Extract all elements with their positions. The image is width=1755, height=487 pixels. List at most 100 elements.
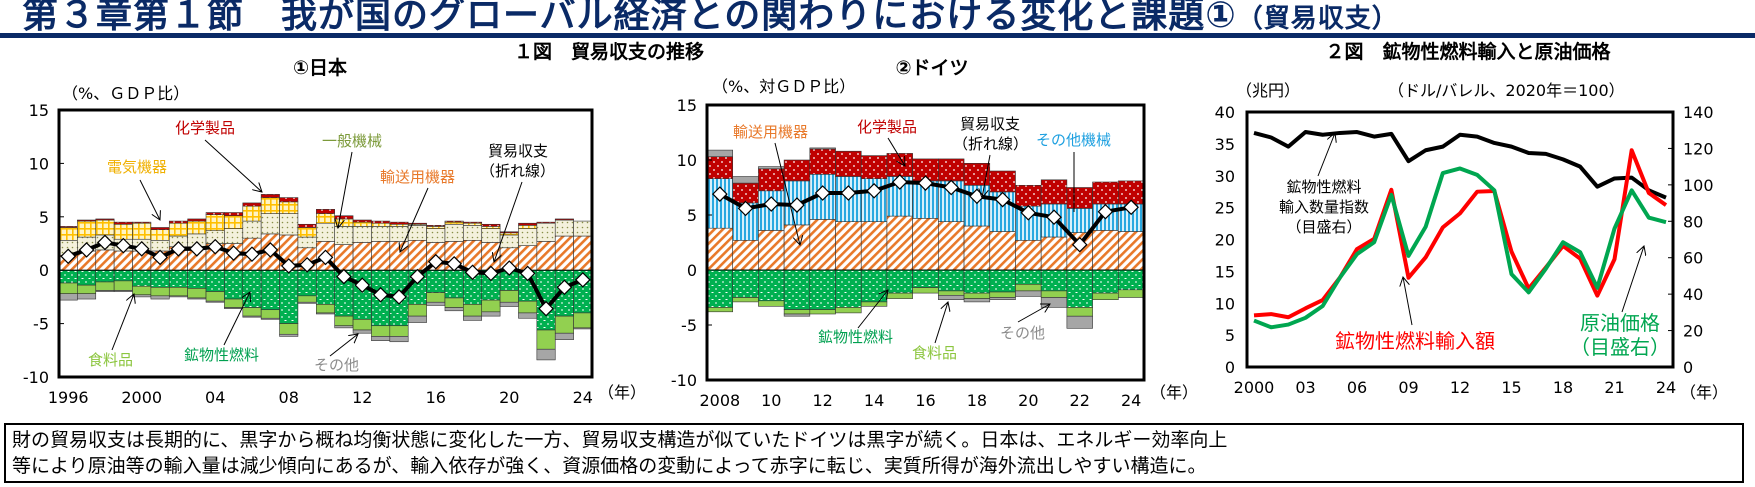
summary-box: 財の貿易収支は長期的に、黒字から概ね均衡状態に変化した一方、貿易収支構造が似てい… (4, 423, 1744, 483)
japan-bar-chemicals-2010 (316, 209, 335, 214)
germany-balance-point-2010 (763, 196, 780, 212)
germany-balance-point-2019 (994, 191, 1011, 208)
fuel-line-import_value (1253, 148, 1668, 320)
germany-bar-transport-2014 (860, 221, 888, 271)
japan-bar-electrical-1999 (113, 223, 133, 240)
germany-bar-chemicals-2017 (938, 158, 965, 182)
japan-balance-point-2024 (574, 271, 591, 288)
germany-arrow-transport (774, 142, 800, 245)
fuel-left-tick-label: 0 (1225, 358, 1235, 377)
germany-bar-chemicals-2023 (1092, 181, 1119, 205)
japan-balance-point-2015 (409, 268, 426, 285)
germany-bar-food-2022 (1066, 307, 1093, 317)
germany-bar-food-2008 (706, 307, 734, 313)
germany-x-tick-label: 2008 (699, 391, 740, 410)
germany-label-balance: 貿易収支 (960, 115, 1020, 133)
japan-bar-electrical-1997 (77, 220, 97, 238)
japan-bar-other-2005 (224, 307, 244, 309)
fuel-plot-frame (1245, 110, 1675, 369)
japan-bar-chemicals-2019 (481, 223, 501, 227)
japan-bar-chemicals-1997 (77, 219, 97, 222)
germany-bar-chemicals-2012 (809, 148, 836, 175)
fuel-label-volume-2: 輸入数量指数 (1279, 198, 1369, 216)
germany-bar-transport-2013 (835, 221, 862, 271)
japan-bar-food-2012 (352, 319, 372, 331)
japan-balance-point-2016 (427, 253, 444, 270)
germany-x-tick-label: 22 (1070, 391, 1090, 410)
japan-bar-food-2014 (389, 325, 409, 337)
japan-bar-electrical-2005 (224, 215, 244, 229)
japan-bar-chemicals-2009 (297, 223, 317, 228)
germany-bar-chemicals-2014 (860, 155, 888, 180)
japan-bar-other-2007 (260, 317, 280, 320)
fuel-chart: （兆円） （ドル/バレル、2020年＝100） （年） 0 5 10 15 20 25 30… (1215, 81, 1728, 402)
page-title-main: 第３章第１節 我が国のグローバル経済との関わりにおける変化と課題① (22, 0, 1237, 36)
fuel-right-tick-label: 0 (1683, 358, 1693, 377)
japan-bar-transport-2015 (407, 239, 427, 271)
japan-bar-chemicals-2023 (554, 218, 574, 221)
japan-bar-electrical-2009 (297, 227, 317, 238)
germany-bar-chemicals-2013 (835, 150, 862, 177)
germany-bar-chemicals-2020 (1015, 185, 1042, 207)
japan-y-tick-label: 0 (39, 261, 49, 280)
japan-x-tick-label: 2000 (121, 388, 162, 407)
germany-arrow-fuel (857, 290, 888, 329)
germany-bar-chemicals-2019 (989, 170, 1016, 193)
japan-bar-fuel-1998 (95, 269, 115, 283)
japan-bar-transport-2011 (334, 244, 354, 271)
germany-bar-other-2019 (989, 297, 1016, 300)
japan-bar-general_machinery-2018 (463, 225, 483, 241)
japan-bar-other-2006 (242, 315, 262, 318)
germany-bar-food-2016 (912, 287, 939, 294)
germany-label-balance-note: （折れ線） (953, 135, 1028, 153)
japan-bar-general_machinery-2007 (260, 213, 280, 235)
germany-chart: ②ドイツ （%、対ＧＤＰ比） （年） -10 -5 0 5 10 15 2008 10 12 14… (671, 57, 1198, 410)
germany-x-tick-label: 10 (761, 391, 781, 410)
japan-plot-frame (57, 108, 594, 379)
japan-bar-food-2010 (316, 304, 335, 314)
germany-bar-food-2011 (783, 309, 811, 315)
japan-bar-food-2005 (224, 298, 244, 308)
germany-bar-transport-2021 (1040, 236, 1068, 271)
fuel-left-tick-label: 20 (1215, 231, 1235, 250)
japan-balance-point-2003 (188, 240, 205, 257)
fuel-label-import-value: 鉱物性燃料輸入額 (1335, 329, 1495, 353)
japan-bar-fuel-2004 (205, 269, 225, 292)
germany-bar-fuel-2024 (1117, 269, 1145, 291)
japan-bar-food-2024 (573, 312, 593, 329)
germany-y-tick-label: 10 (677, 151, 697, 170)
japan-bar-chemicals-2020 (499, 231, 519, 234)
germany-bar-fuel-2010 (758, 269, 785, 302)
germany-arrow-other (1017, 304, 1050, 323)
japan-bar-food-2016 (426, 292, 446, 303)
japan-bar-other-1998 (95, 290, 115, 292)
japan-bar-food-2017 (444, 297, 464, 308)
japan-bar-fuel-2009 (297, 269, 317, 297)
japan-bar-electrical-2006 (242, 205, 262, 222)
japan-bar-general_machinery-2022 (536, 222, 556, 242)
japan-bar-other-2022 (536, 348, 556, 361)
germany-bar-fuel-2009 (732, 269, 759, 298)
japan-bar-fuel-2010 (316, 269, 335, 305)
japan-label-electrical: 電気機器 (107, 158, 167, 176)
fuel-x-tick-label: 12 (1450, 378, 1470, 397)
japan-bar-chemicals-2018 (463, 221, 483, 224)
japan-balance-point-2017 (446, 255, 463, 272)
germany-bar-chemicals-2011 (783, 159, 811, 182)
germany-bar-fuel-2018 (963, 269, 991, 294)
japan-bar-transport-2014 (389, 241, 409, 271)
germany-plot-frame (705, 103, 1146, 382)
japan-balance-point-2010 (317, 249, 334, 266)
fuel-right-tick-label: 100 (1683, 176, 1714, 195)
japan-label-transport: 輸送用機器 (380, 168, 455, 186)
japan-bar-chemicals-2007 (260, 194, 280, 198)
fuel-left-tick-label: 35 (1215, 135, 1235, 154)
japan-bar-chemicals-2016 (426, 225, 446, 227)
japan-bar-general_machinery-2013 (371, 226, 391, 242)
japan-bar-fuel-1997 (77, 269, 97, 286)
japan-balance-point-1999 (115, 237, 132, 254)
japan-y-axis-label: （%、ＧＤＰ比） (62, 84, 189, 103)
japan-bar-other-2003 (187, 297, 207, 300)
fuel-right-tick-label: 40 (1683, 285, 1703, 304)
